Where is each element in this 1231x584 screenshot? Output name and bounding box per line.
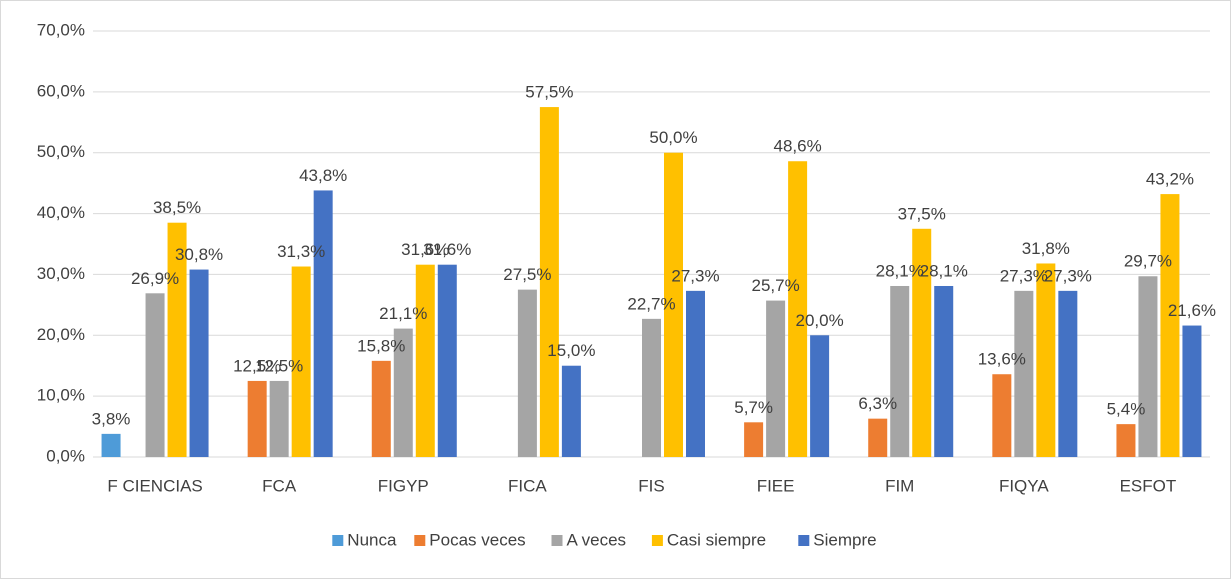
data-label: 48,6% [774,137,822,156]
legend-label: A veces [567,530,627,549]
y-tick-label: 0,0% [46,446,85,465]
data-label: 12,5% [255,356,303,375]
bar [744,422,764,457]
x-tick-label: FIEE [757,476,795,495]
y-tick-label: 40,0% [37,203,85,222]
bar [291,266,311,457]
y-tick-label: 20,0% [37,325,85,344]
legend-label: Nunca [347,530,397,549]
data-label: 38,5% [153,198,201,217]
bar [247,380,267,457]
bar [371,360,391,457]
data-label: 57,5% [525,83,573,102]
x-tick-label: FIGYP [378,476,429,495]
x-tick-label: ESFOT [1120,476,1177,495]
data-label: 27,5% [503,265,551,284]
bar [1160,194,1180,457]
data-label: 3,8% [92,409,131,428]
bar [868,418,888,457]
bar [890,285,910,457]
y-tick-label: 60,0% [37,81,85,100]
y-tick-label: 10,0% [37,386,85,405]
data-label: 15,0% [547,341,595,360]
bar [561,365,581,457]
data-label: 29,7% [1124,252,1172,271]
data-label: 28,1% [876,261,924,280]
bar [642,318,661,457]
legend-label: Pocas veces [429,530,525,549]
data-label: 25,7% [752,276,800,295]
x-tick-label: FIM [885,476,914,495]
data-label: 50,0% [649,128,697,147]
x-tick-label: FIQYA [999,476,1049,495]
legend-swatch [798,535,810,546]
data-label: 30,8% [175,245,223,264]
data-label: 5,4% [1107,400,1146,419]
legend-label: Casi siempre [667,530,766,549]
x-tick-label: FIS [638,476,664,495]
legend-swatch [551,535,563,546]
bar [788,161,808,457]
data-label: 43,8% [299,166,347,185]
data-label: 43,2% [1146,170,1194,189]
bar [145,293,165,457]
bar [269,380,289,457]
y-tick-label: 50,0% [37,142,85,161]
data-label: 31,6% [423,240,471,259]
legend-swatch [332,535,344,546]
data-label: 27,3% [1000,266,1048,285]
bar [437,264,457,457]
data-label: 15,8% [357,336,405,355]
bar [1138,276,1158,457]
data-label: 31,6% [401,240,449,259]
bar [1116,424,1136,457]
y-tick-label: 30,0% [37,264,85,283]
bar [992,374,1012,457]
data-label: 27,3% [671,266,719,285]
bar [101,433,121,457]
bar [517,289,537,457]
legend-swatch [651,535,663,546]
x-tick-label: FICA [508,476,547,495]
data-label: 22,7% [627,294,675,313]
data-label: 31,8% [1022,239,1070,258]
data-label: 28,1% [920,261,968,280]
bar [415,264,435,457]
data-label: 12,5% [233,356,281,375]
bar [766,300,786,457]
bar [539,107,559,458]
bar [393,328,413,457]
bar [810,335,830,457]
y-tick-label: 70,0% [37,20,85,39]
bar [664,152,683,457]
x-tick-label: F CIENCIAS [107,476,202,495]
bar [1058,290,1078,457]
data-label: 26,9% [131,269,179,288]
data-label: 31,3% [277,242,325,261]
bar [189,269,209,457]
legend-label: Siempre [813,530,876,549]
bar [1014,290,1034,457]
data-label: 20,0% [796,311,844,330]
legend-swatch [414,535,426,546]
x-tick-label: FCA [262,476,297,495]
data-label: 21,1% [379,304,427,323]
bar [1036,263,1056,457]
bar [167,222,187,457]
data-label: 37,5% [898,204,946,223]
data-label: 21,6% [1168,301,1216,320]
bar [686,290,705,457]
data-label: 6,3% [858,394,897,413]
bar [313,190,333,457]
bar [912,228,932,457]
bar [934,285,954,457]
data-label: 13,6% [978,350,1026,369]
bar [1182,325,1202,457]
data-label: 27,3% [1044,266,1092,285]
data-label: 5,7% [734,398,773,417]
